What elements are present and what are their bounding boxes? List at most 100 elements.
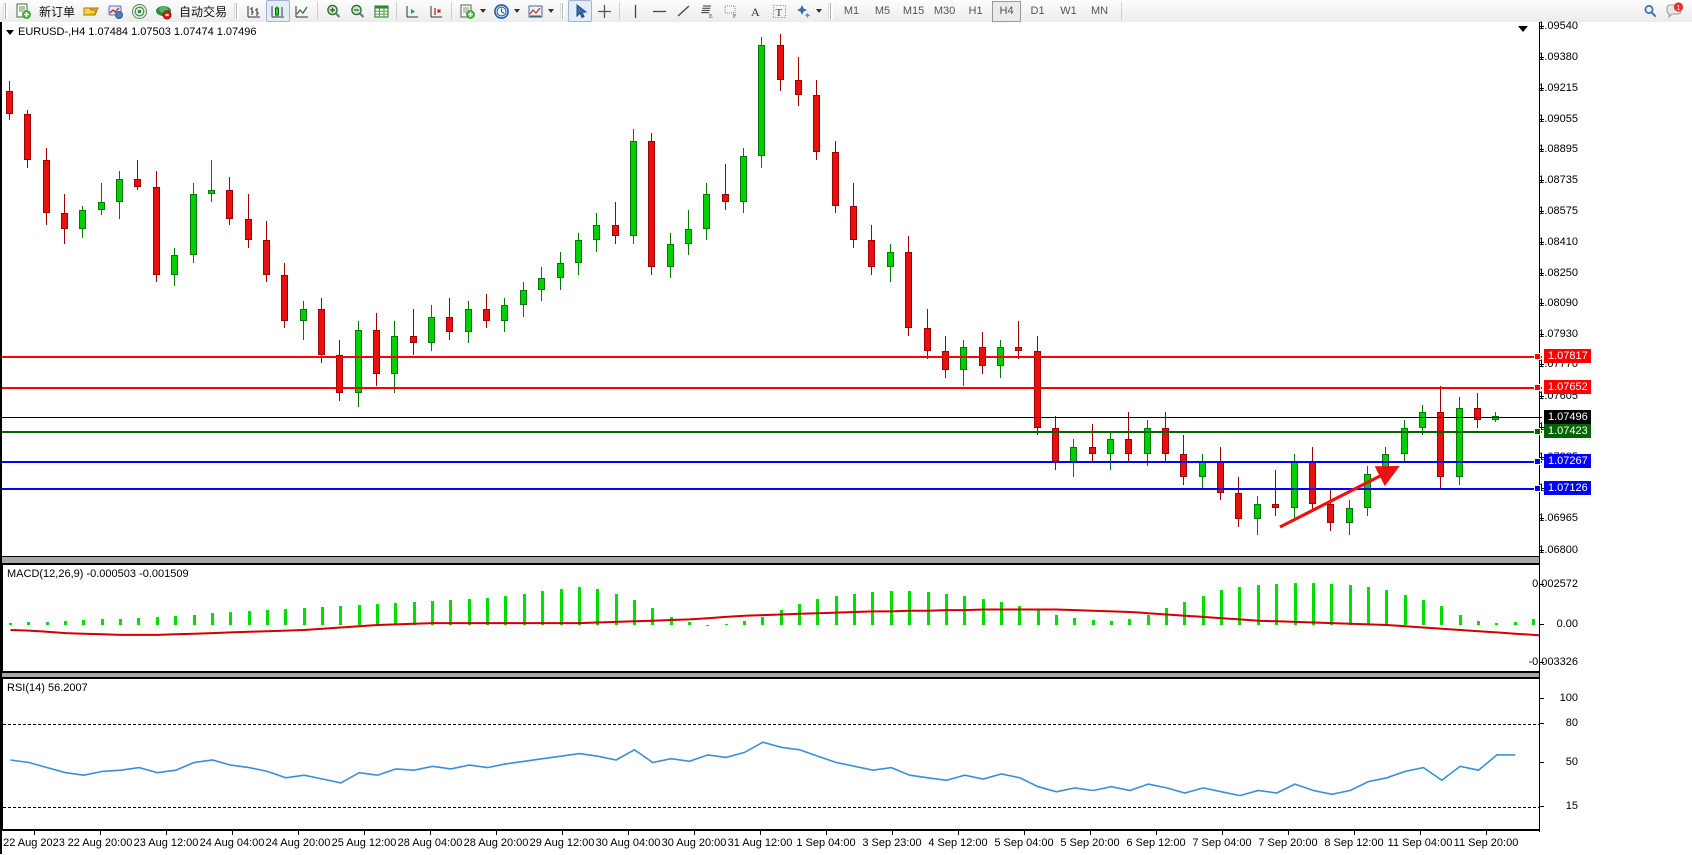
price-tick-label: 1.07930 <box>1538 327 1578 340</box>
price-tick-mark <box>1540 333 1544 335</box>
shift-end-icon[interactable] <box>424 0 448 22</box>
search-icon[interactable] <box>1638 0 1662 22</box>
resistance-level-2-line[interactable] <box>2 387 1542 390</box>
trendline-icon[interactable] <box>671 0 695 22</box>
toolbar-grip-2[interactable] <box>234 3 240 19</box>
time-tick-mark <box>892 831 893 835</box>
folder-icon[interactable] <box>79 0 103 22</box>
signals-icon[interactable] <box>127 0 151 22</box>
macd-histogram-bar <box>1513 621 1517 625</box>
indicator-icon[interactable] <box>523 0 547 22</box>
support-level-green-line[interactable] <box>2 430 1542 433</box>
candle-wick <box>100 182 102 216</box>
price-tick-mark <box>1540 518 1544 520</box>
shapes-icon[interactable] <box>791 0 815 22</box>
chevron-down-icon[interactable] <box>6 29 14 35</box>
time-tick-label: 25 Aug 12:00 <box>331 837 397 849</box>
candle-body <box>1272 504 1280 508</box>
macd-histogram-bar <box>449 599 453 625</box>
vline-icon[interactable] <box>623 0 647 22</box>
candle-body <box>1180 454 1188 478</box>
candle-body <box>1088 446 1096 455</box>
time-tick-label: 4 Sep 12:00 <box>928 837 988 849</box>
timeframe-w1[interactable]: W1 <box>1060 5 1077 17</box>
label-icon[interactable]: T <box>767 0 791 22</box>
new-order-icon[interactable] <box>11 0 35 22</box>
pane-splitter-macd[interactable] <box>2 556 1542 564</box>
timeframe-m1[interactable]: M1 <box>843 5 860 17</box>
alert-icon[interactable]: 1 <box>1662 0 1686 22</box>
candle-body <box>79 209 87 229</box>
equidistant-icon[interactable]: F <box>719 0 743 22</box>
macd-histogram-bar <box>119 618 123 625</box>
toolbar-grip[interactable] <box>3 3 8 19</box>
toolbar-grip-3[interactable] <box>560 3 566 19</box>
timeframe-m5[interactable]: M5 <box>874 5 891 17</box>
period-icon[interactable] <box>489 0 513 22</box>
zoom-in-icon[interactable] <box>321 0 345 22</box>
price-axis[interactable]: 1.09540 1.09380 1.09215 1.09055 1.08895 1.087… <box>1538 20 1692 832</box>
support-level-blue-2-tag[interactable]: 1.07126 <box>1544 480 1591 495</box>
macd-pane[interactable]: MACD(12,26,9) -0.000503 -0.001509 <box>2 564 1664 672</box>
pane-splitter-rsi[interactable] <box>2 672 1542 678</box>
current-price-level-line[interactable] <box>2 416 1542 418</box>
candle-wick <box>137 159 139 191</box>
timeframe-m30[interactable]: M30 <box>933 5 956 17</box>
current-price-level-tag[interactable]: 1.07496 <box>1544 409 1591 424</box>
data-window-icon[interactable] <box>369 0 393 22</box>
time-tick-label: 5 Sep 04:00 <box>994 837 1054 849</box>
chart-area[interactable]: EURUSD-,H4 1.07484 1.07503 1.07474 1.074… <box>0 20 1692 855</box>
timeframe-h1[interactable]: H1 <box>968 5 983 17</box>
strategy-tester-icon[interactable] <box>151 0 175 22</box>
support-level-blue-1-line[interactable] <box>2 460 1542 463</box>
support-level-green-tag[interactable]: 1.07423 <box>1544 423 1591 438</box>
line-chart-icon[interactable] <box>290 0 314 22</box>
resistance-level-1-tag[interactable]: 1.07817 <box>1544 348 1591 363</box>
timeframe-h4[interactable]: H4 <box>992 0 1022 22</box>
candlestick-icon[interactable] <box>266 0 291 22</box>
candle-body <box>226 190 234 220</box>
cursor-icon[interactable] <box>568 0 593 22</box>
indicator-dropdown-caret[interactable] <box>548 9 555 13</box>
auto-trading-label[interactable]: 自动交易 <box>179 4 228 19</box>
main-toolbar: 新订单 自动交易 <box>0 0 1692 23</box>
terminal-icon[interactable] <box>103 0 127 22</box>
support-level-blue-2-handle[interactable] <box>1534 484 1541 492</box>
text-icon[interactable]: A <box>743 0 767 22</box>
timeframe-d1[interactable]: D1 <box>1030 5 1045 17</box>
bar-chart-icon[interactable] <box>242 0 266 22</box>
time-tick-mark <box>232 831 233 835</box>
svg-text:A: A <box>751 5 760 19</box>
crosshair-icon[interactable] <box>592 0 616 22</box>
macd-histogram-bar <box>210 613 214 625</box>
timeframe-mn[interactable]: MN <box>1090 5 1109 17</box>
chart-collapse-caret[interactable] <box>1518 26 1528 32</box>
price-pane[interactable] <box>2 22 1542 556</box>
support-level-green-handle[interactable] <box>1534 427 1541 435</box>
shift-start-icon[interactable] <box>400 0 424 22</box>
hline-icon[interactable] <box>647 0 671 22</box>
toolbar-grip-4[interactable] <box>828 3 834 19</box>
time-tick-mark <box>1024 831 1025 835</box>
template-icon[interactable] <box>455 0 479 22</box>
template-dropdown-caret[interactable] <box>480 9 487 13</box>
rsi-tick-label: 50 <box>1565 755 1578 768</box>
macd-histogram-bar <box>137 617 141 625</box>
resistance-level-1-handle[interactable] <box>1534 352 1541 360</box>
resistance-level-1-line[interactable] <box>2 355 1542 358</box>
support-level-blue-1-tag[interactable]: 1.07267 <box>1544 453 1591 468</box>
resistance-level-2-tag[interactable]: 1.07652 <box>1544 380 1591 395</box>
new-order-label[interactable]: 新订单 <box>39 4 76 19</box>
support-level-blue-1-handle[interactable] <box>1534 457 1541 465</box>
rsi-pane[interactable]: RSI(14) 56.2007 <box>2 678 1542 830</box>
time-tick-label: 3 Sep 23:00 <box>862 837 922 849</box>
period-dropdown-caret[interactable] <box>514 9 521 13</box>
zoom-out-icon[interactable] <box>345 0 369 22</box>
fibonacci-icon[interactable]: E <box>695 0 719 22</box>
time-tick-label: 8 Sep 12:00 <box>1324 837 1384 849</box>
shapes-dropdown-caret[interactable] <box>816 9 823 13</box>
time-axis[interactable]: 22 Aug 2023 22 Aug 20:00 23 Aug 12:00 24 Au… <box>2 830 1542 855</box>
timeframe-m15[interactable]: M15 <box>902 5 925 17</box>
resistance-level-2-handle[interactable] <box>1534 384 1541 392</box>
support-level-blue-2-line[interactable] <box>2 487 1542 490</box>
